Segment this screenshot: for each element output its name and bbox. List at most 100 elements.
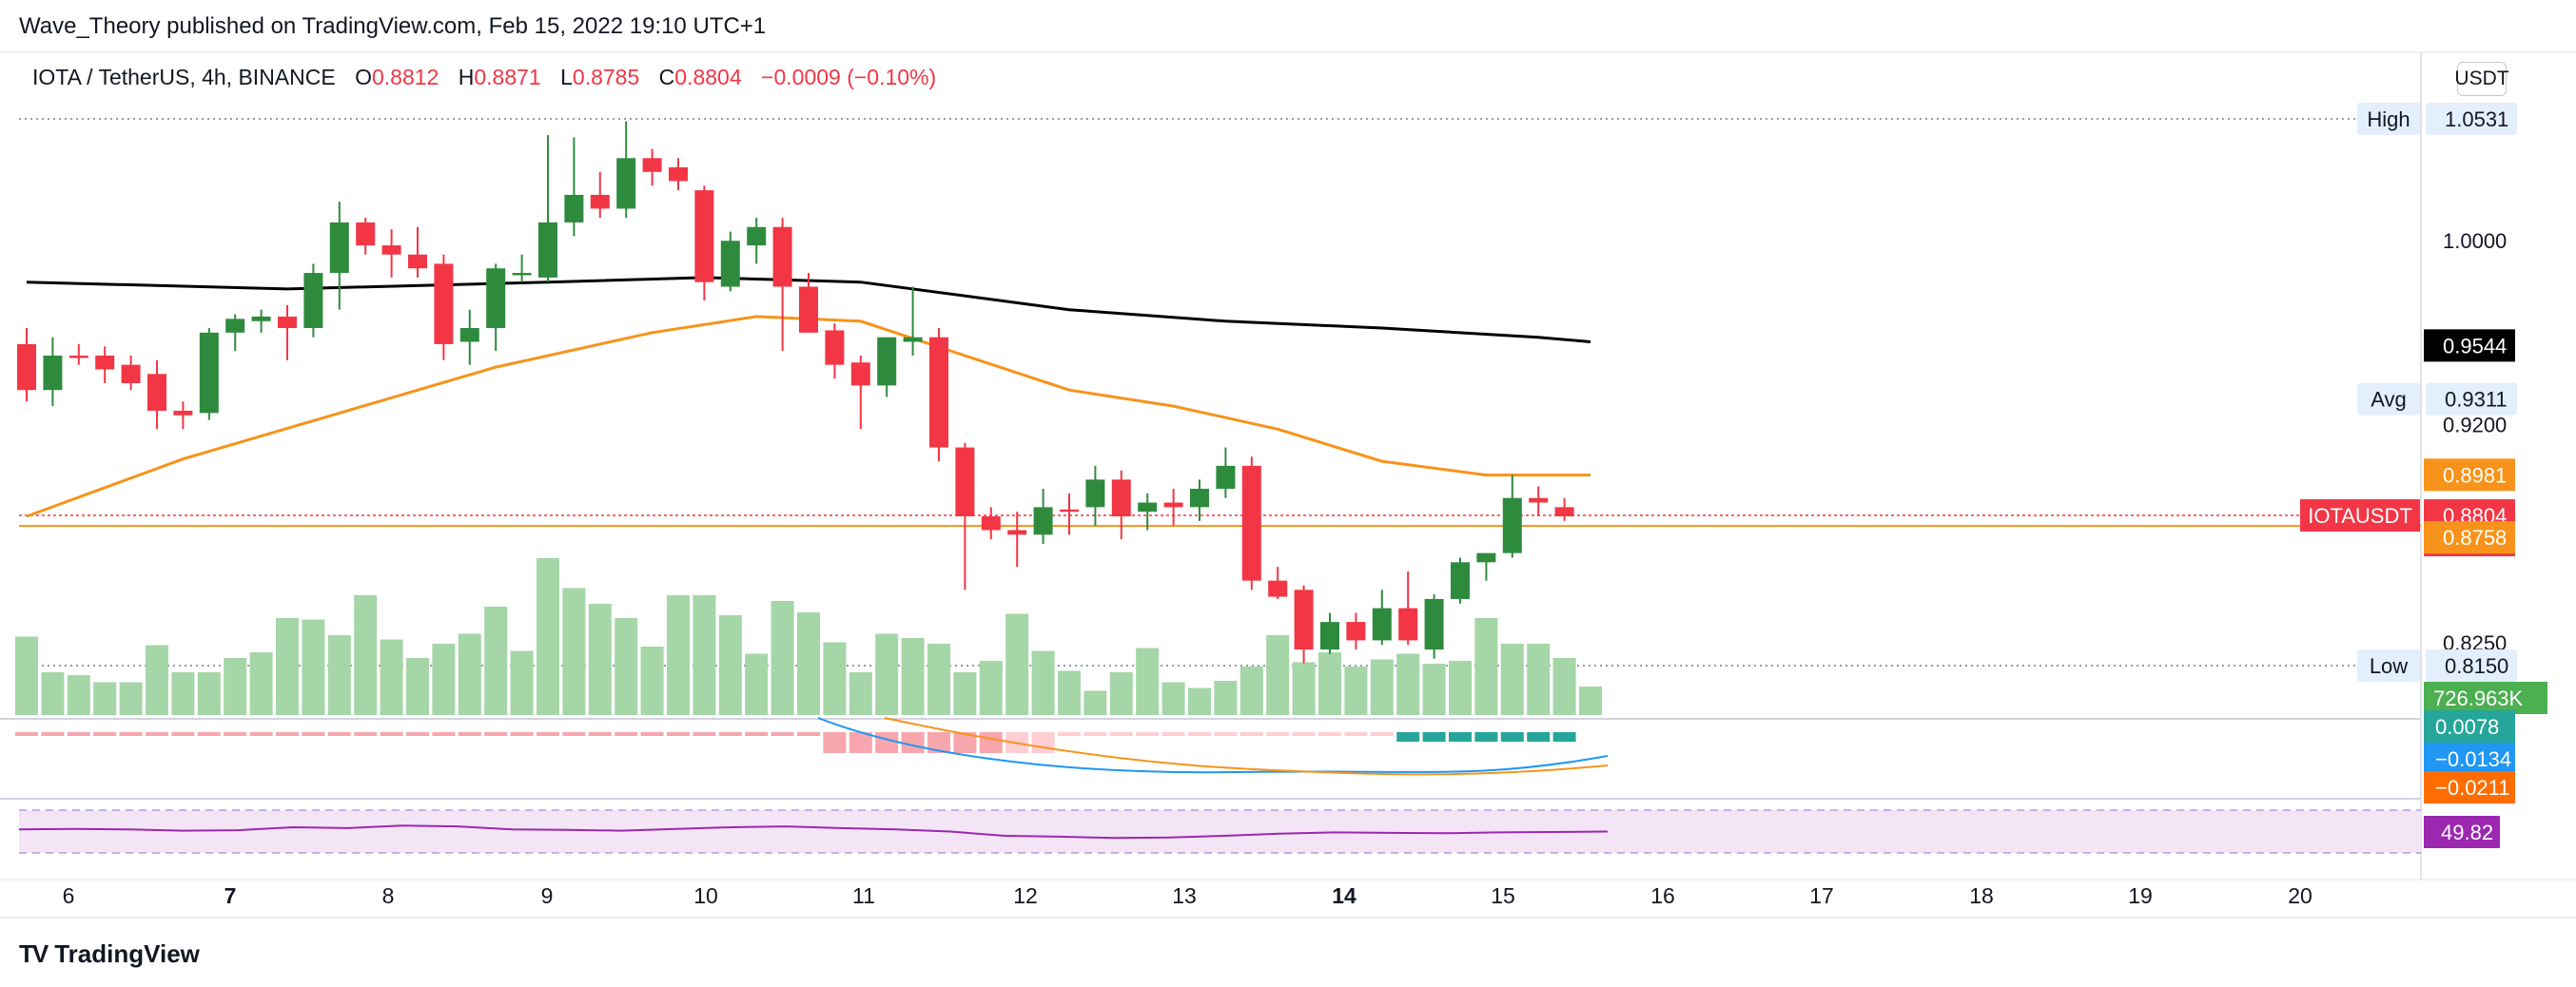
- volume-bar: [224, 658, 247, 715]
- candle-body: [1451, 562, 1470, 599]
- macd-histogram-bar: [1318, 732, 1341, 736]
- volume-bar: [1214, 681, 1238, 715]
- rsi-tag: 49.82: [2441, 821, 2493, 844]
- candle-body: [694, 190, 714, 282]
- macd-histogram-bar: [875, 732, 899, 753]
- volume-tag: 726.963K: [2433, 687, 2524, 710]
- rsi-tag-bg: [2424, 816, 2500, 848]
- volume-bar: [537, 558, 559, 715]
- candle-body: [434, 263, 454, 344]
- candle-body: [1476, 552, 1496, 563]
- symbol-name[interactable]: IOTA / TetherUS, 4h, BINANCE: [32, 65, 336, 89]
- volume-bar: [953, 672, 977, 715]
- symbol-legend: IOTA / TetherUS, 4h, BINANCE O0.8812 H0.…: [32, 65, 936, 90]
- volume-bar: [615, 618, 638, 715]
- volume-bar: [146, 645, 168, 715]
- volume-bar: [1449, 661, 1472, 715]
- currency-button[interactable]: USDT: [2454, 62, 2509, 96]
- macd-histogram-bar: [1188, 732, 1211, 736]
- volume-bar: [1239, 667, 1263, 715]
- candle-body: [381, 245, 401, 255]
- ma-black-line: [26, 276, 1591, 343]
- rsi-line: [18, 824, 1609, 840]
- volume-bar: [849, 672, 872, 715]
- macd-tag: 0.0078: [2435, 715, 2499, 739]
- macd-histogram-bar: [1500, 732, 1524, 742]
- volume-bar: [1109, 672, 1133, 715]
- price-tag-bg: [2424, 329, 2515, 362]
- candle-body: [1138, 502, 1158, 513]
- price-chart[interactable]: 6 7 8 9 10 11 12 13 14 15 16 17 18 19 201.00000.92000.…: [0, 0, 2576, 951]
- time-tick-label: 20: [2288, 883, 2313, 908]
- macd-histogram-bar: [146, 732, 168, 736]
- macd-histogram-bar: [484, 732, 508, 736]
- macd-tag-bg: [2424, 743, 2515, 775]
- macd-histogram-bar: [1344, 732, 1368, 736]
- time-tick-label: 17: [1809, 883, 1834, 908]
- macd-histogram-bar: [1292, 732, 1316, 736]
- candle-body: [929, 337, 948, 448]
- volume-bar: [1161, 682, 1185, 715]
- macd-histogram-bar: [406, 732, 429, 736]
- tradingview-logo[interactable]: TV TradingView: [19, 939, 200, 969]
- macd-histogram-bar: [1266, 732, 1290, 736]
- candle-body: [1111, 479, 1131, 517]
- high-label: H: [458, 65, 475, 89]
- macd-histogram-bar: [1396, 732, 1420, 742]
- volume-bar: [718, 615, 742, 715]
- macd-histogram-bar: [197, 732, 221, 736]
- volume-bar: [302, 619, 325, 715]
- volume-bar: [979, 661, 1003, 715]
- macd-histogram-bar: [1449, 732, 1472, 742]
- candle-body: [1346, 622, 1366, 641]
- candle-body: [459, 328, 479, 342]
- volume-bar: [458, 633, 481, 715]
- volume-bar: [1318, 652, 1341, 715]
- macd-histogram-bar: [537, 732, 559, 736]
- candle-body: [1007, 530, 1027, 535]
- candle-body: [1190, 489, 1209, 508]
- macd-tag: −0.0211: [2435, 776, 2510, 800]
- price-tag: 0.8981: [2443, 463, 2507, 487]
- tradingview-brand: TradingView: [54, 939, 200, 968]
- macd-histogram-bar: [302, 732, 325, 736]
- volume-bar: [1188, 687, 1211, 715]
- macd-histogram-bar: [1109, 732, 1133, 736]
- macd-histogram-bar: [849, 732, 872, 753]
- close-label: C: [658, 65, 675, 89]
- macd-histogram-bar: [901, 732, 925, 753]
- volume-bar: [276, 618, 299, 715]
- volume-bar: [1527, 644, 1551, 715]
- volume-bar: [667, 595, 690, 715]
- hline-label-bg: [2357, 649, 2420, 682]
- macd-histogram-bar: [510, 732, 534, 736]
- macd-histogram-bar: [119, 732, 143, 736]
- volume-bar: [249, 652, 273, 715]
- macd-histogram-bar: [15, 732, 38, 736]
- candle-body: [512, 273, 532, 276]
- change-value: −0.0009 (−0.10%): [761, 65, 937, 89]
- macd-histogram-bar: [380, 732, 403, 736]
- candle-body: [590, 194, 610, 209]
- volume-bar: [693, 595, 716, 715]
- candle-body: [1424, 598, 1444, 650]
- macd-histogram-bar: [745, 732, 769, 736]
- price-tag: 0.8758: [2443, 526, 2507, 550]
- ma-orange-line: [26, 315, 1590, 518]
- macd-histogram-bar: [615, 732, 638, 736]
- candle-body: [486, 268, 506, 329]
- volume-bar: [1579, 687, 1602, 715]
- volume-bar: [354, 595, 378, 715]
- candle-body: [642, 158, 662, 172]
- macd-histogram-bar: [1370, 732, 1394, 736]
- volume-bar: [1396, 653, 1420, 715]
- macd-histogram-bar: [823, 732, 847, 753]
- time-tick-label: 12: [1013, 883, 1038, 908]
- volume-bar: [1058, 670, 1081, 715]
- candle-body: [747, 226, 767, 246]
- candle-body: [121, 364, 141, 383]
- time-tick-label: 15: [1491, 883, 1515, 908]
- volume-bar: [1292, 662, 1316, 715]
- candle-body: [1033, 507, 1053, 535]
- volume-bar: [745, 653, 769, 715]
